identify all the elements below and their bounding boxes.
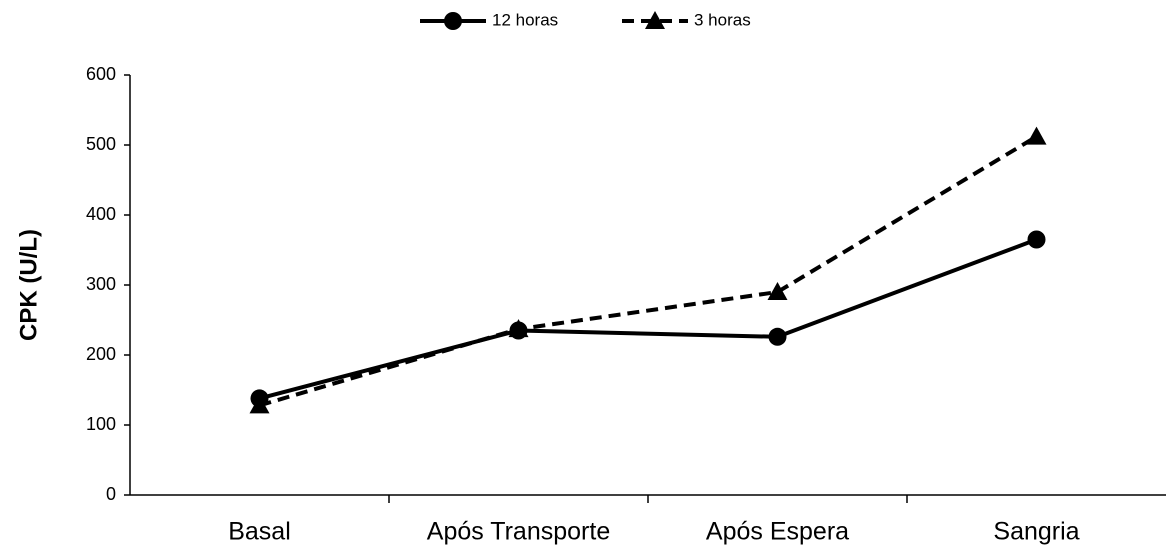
y-tick-label: 600 <box>86 64 116 84</box>
data-point <box>508 319 529 338</box>
y-tick-label: 200 <box>86 344 116 364</box>
series-line <box>258 237 1038 401</box>
x-tick-label: Após Espera <box>706 518 849 546</box>
y-tick-label: 300 <box>86 274 116 294</box>
x-tick-label: Basal <box>228 518 291 546</box>
y-tick-label: 400 <box>86 204 116 224</box>
legend-label: 3 horas <box>694 10 751 29</box>
legend-label: 12 horas <box>492 10 558 29</box>
y-tick-label: 500 <box>86 134 116 154</box>
y-axis-label: CPK (U/L) <box>15 229 42 341</box>
legend-marker <box>444 12 462 30</box>
data-point <box>768 327 787 346</box>
legend-marker <box>645 11 665 29</box>
y-tick-label: 100 <box>86 414 116 434</box>
x-tick-label: Após Transporte <box>427 518 610 546</box>
data-point <box>767 282 788 300</box>
series-line <box>258 134 1038 408</box>
data-point <box>1026 126 1047 145</box>
data-point <box>1027 230 1046 249</box>
x-tick-label: Sangria <box>993 518 1079 546</box>
data-point <box>249 395 270 414</box>
y-tick-label: 0 <box>106 484 116 504</box>
